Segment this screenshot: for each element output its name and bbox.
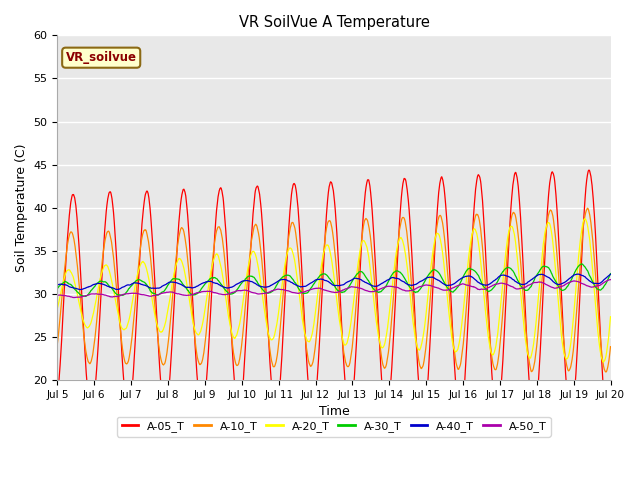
A-40_T bbox=[54, 282, 61, 288]
A-40_T bbox=[239, 278, 246, 284]
A-50_T bbox=[493, 281, 500, 287]
A-20_T bbox=[492, 343, 500, 348]
A-10_T bbox=[177, 227, 184, 233]
A-50_T bbox=[163, 289, 171, 295]
A-05_T bbox=[54, 395, 61, 400]
A-20_T bbox=[541, 230, 548, 236]
A-50_T bbox=[54, 292, 61, 298]
A-05_T bbox=[420, 413, 428, 419]
A-40_T bbox=[493, 276, 500, 282]
A-50_T bbox=[177, 291, 184, 297]
Legend: A-05_T, A-10_T, A-20_T, A-30_T, A-40_T, A-50_T: A-05_T, A-10_T, A-20_T, A-30_T, A-40_T, … bbox=[117, 417, 550, 436]
A-30_T bbox=[54, 286, 61, 291]
X-axis label: Time: Time bbox=[319, 405, 349, 418]
A-10_T bbox=[239, 336, 246, 342]
A-40_T bbox=[420, 276, 428, 282]
Text: VR_soilvue: VR_soilvue bbox=[66, 51, 137, 64]
A-30_T bbox=[177, 278, 184, 284]
A-10_T bbox=[541, 242, 548, 248]
A-40_T bbox=[541, 273, 549, 278]
A-30_T bbox=[82, 294, 90, 300]
A-10_T bbox=[607, 344, 614, 349]
Line: A-30_T: A-30_T bbox=[58, 264, 611, 297]
A-10_T bbox=[602, 369, 610, 375]
A-05_T bbox=[604, 415, 612, 420]
A-50_T bbox=[607, 277, 614, 283]
A-10_T bbox=[420, 360, 428, 366]
A-40_T bbox=[77, 287, 84, 292]
A-50_T bbox=[239, 288, 246, 293]
A-05_T bbox=[607, 400, 614, 406]
A-10_T bbox=[54, 341, 61, 347]
A-05_T bbox=[492, 413, 500, 419]
Line: A-05_T: A-05_T bbox=[58, 170, 611, 418]
A-20_T bbox=[177, 256, 184, 262]
A-40_T bbox=[177, 281, 184, 287]
A-05_T bbox=[239, 392, 246, 398]
A-10_T bbox=[584, 205, 591, 211]
A-05_T bbox=[163, 405, 171, 411]
A-30_T bbox=[163, 283, 171, 289]
Line: A-50_T: A-50_T bbox=[58, 280, 611, 298]
A-20_T bbox=[599, 359, 607, 365]
A-30_T bbox=[420, 280, 428, 286]
A-30_T bbox=[493, 280, 500, 286]
Title: VR SoilVue A Temperature: VR SoilVue A Temperature bbox=[239, 15, 429, 30]
A-20_T bbox=[420, 330, 428, 336]
Line: A-10_T: A-10_T bbox=[58, 208, 611, 372]
A-20_T bbox=[239, 304, 246, 310]
A-20_T bbox=[581, 216, 589, 222]
A-30_T bbox=[578, 261, 586, 267]
A-10_T bbox=[163, 350, 171, 356]
Y-axis label: Soil Temperature (C): Soil Temperature (C) bbox=[15, 144, 28, 272]
A-05_T bbox=[585, 167, 593, 173]
A-50_T bbox=[420, 282, 428, 288]
A-30_T bbox=[607, 271, 614, 276]
A-40_T bbox=[607, 272, 614, 277]
A-10_T bbox=[492, 367, 500, 372]
Line: A-20_T: A-20_T bbox=[58, 219, 611, 362]
A-30_T bbox=[239, 279, 246, 285]
Line: A-40_T: A-40_T bbox=[58, 274, 611, 289]
A-50_T bbox=[70, 295, 78, 300]
A-05_T bbox=[541, 256, 548, 262]
A-40_T bbox=[163, 280, 171, 286]
A-05_T bbox=[177, 203, 184, 208]
A-20_T bbox=[54, 305, 61, 311]
A-50_T bbox=[541, 281, 549, 287]
A-40_T bbox=[573, 271, 581, 277]
A-20_T bbox=[607, 314, 614, 320]
A-20_T bbox=[163, 312, 171, 318]
A-30_T bbox=[541, 264, 549, 269]
